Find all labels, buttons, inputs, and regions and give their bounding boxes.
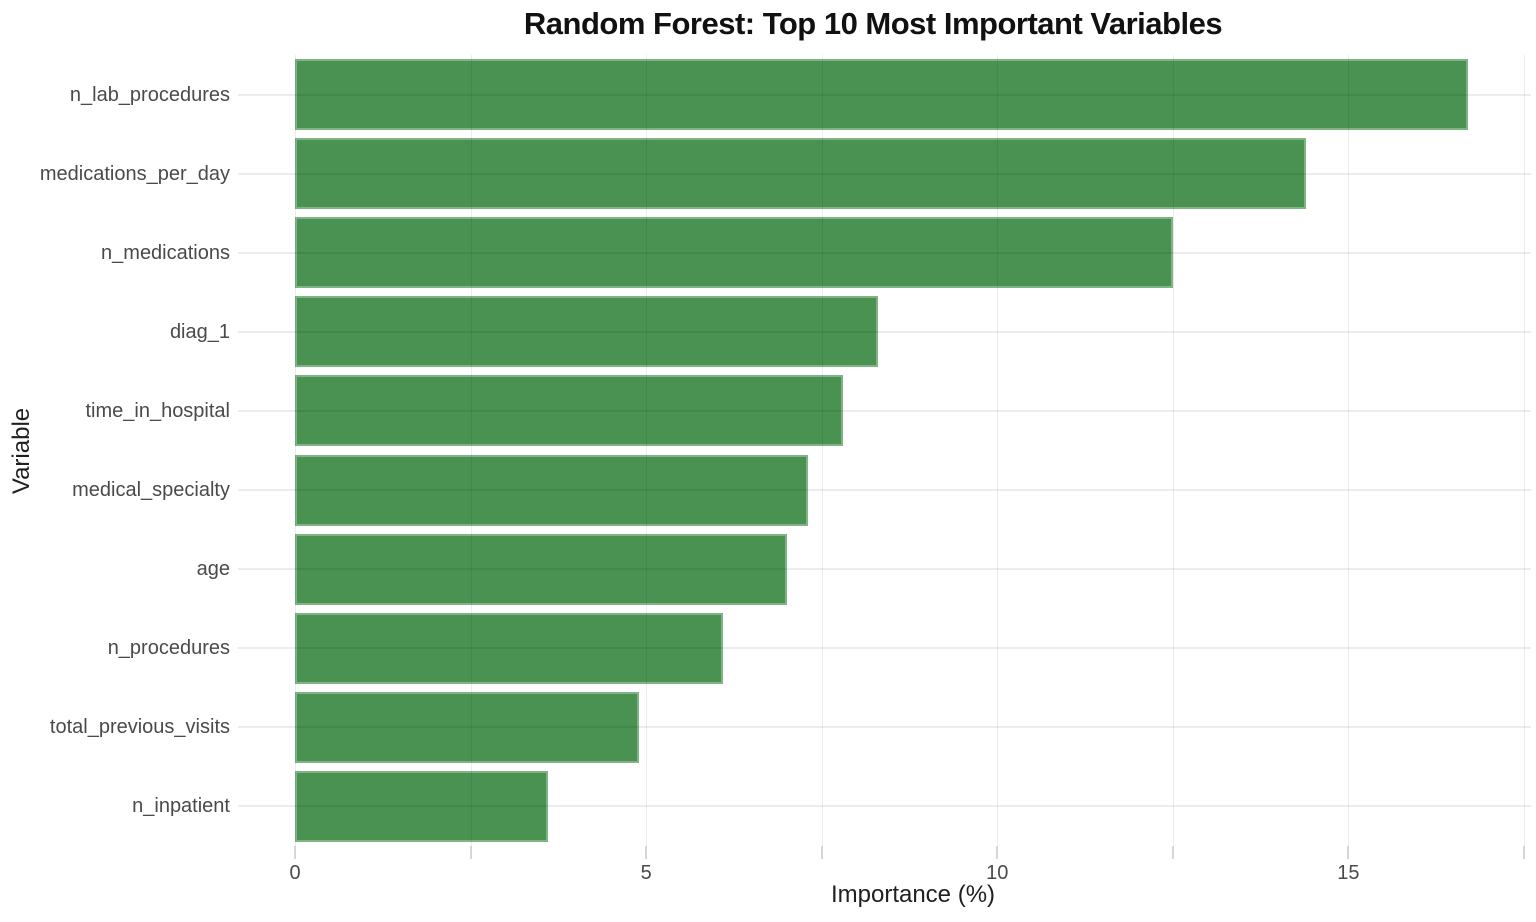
bar-medical_specialty — [295, 454, 808, 526]
x-axis-title: Importance (%) — [830, 881, 996, 908]
bar-total_previous_visits — [295, 691, 640, 763]
gridline-y-diag_1 — [238, 330, 1531, 333]
y-tick-label-n_lab_procedures: n_lab_procedures — [69, 83, 230, 106]
x-tick-10 — [996, 846, 999, 859]
x-tick-label-10: 10 — [986, 862, 1009, 884]
x-tick-17.5 — [1522, 846, 1525, 859]
gridline-x-7.5 — [821, 55, 823, 846]
x-tick-12.5 — [1171, 846, 1174, 859]
y-tick-label-n_medications: n_medications — [101, 241, 230, 264]
y-tick-label-total_previous_visits: total_previous_visits — [49, 716, 230, 739]
gridline-y-n_procedures — [238, 647, 1531, 650]
x-tick-15 — [1347, 846, 1350, 859]
x-tick-label-5: 5 — [640, 862, 652, 884]
bar-time_in_hospital — [295, 375, 843, 447]
x-tick-label-0: 0 — [289, 862, 301, 884]
gridline-y-medications_per_day — [238, 172, 1531, 175]
bar-n_inpatient — [295, 770, 548, 842]
gridline-y-age — [238, 568, 1531, 571]
gridline-x-12.5 — [1172, 55, 1174, 846]
bar-diag_1 — [295, 296, 878, 368]
gridline-y-time_in_hospital — [238, 409, 1531, 412]
gridline-x-10 — [997, 55, 999, 846]
x-tick-2.5 — [469, 846, 472, 859]
y-tick-label-n_procedures: n_procedures — [107, 637, 230, 660]
bar-n_medications — [295, 217, 1173, 289]
gridline-x-0 — [295, 55, 296, 846]
x-tick-5 — [645, 846, 648, 859]
x-tick-7.5 — [820, 846, 823, 859]
gridline-y-n_inpatient — [238, 805, 1531, 808]
gridline-x-17.5 — [1523, 55, 1525, 846]
gridline-x-15 — [1348, 55, 1350, 846]
x-tick-label-15: 15 — [1337, 862, 1360, 884]
y-tick-label-n_inpatient: n_inpatient — [132, 795, 230, 818]
bar-age — [295, 533, 787, 605]
bar-n_procedures — [295, 612, 724, 684]
y-tick-label-medications_per_day: medications_per_day — [39, 162, 230, 185]
bar-n_lab_procedures — [295, 59, 1468, 131]
y-tick-label-diag_1: diag_1 — [169, 320, 230, 343]
x-tick-0 — [294, 846, 296, 859]
gridline-x-5 — [646, 55, 648, 846]
gridline-y-n_medications — [238, 251, 1531, 254]
gridline-y-medical_specialty — [238, 489, 1531, 492]
y-tick-label-age: age — [196, 558, 230, 581]
y-tick-label-time_in_hospital: time_in_hospital — [85, 399, 230, 422]
gridline-y-n_lab_procedures — [238, 93, 1531, 96]
bar-medications_per_day — [295, 138, 1307, 210]
y-tick-label-medical_specialty: medical_specialty — [72, 479, 230, 502]
gridline-x-2.5 — [470, 55, 472, 846]
chart-title: Random Forest: Top 10 Most Important Var… — [523, 6, 1223, 41]
gridline-y-total_previous_visits — [238, 726, 1531, 729]
